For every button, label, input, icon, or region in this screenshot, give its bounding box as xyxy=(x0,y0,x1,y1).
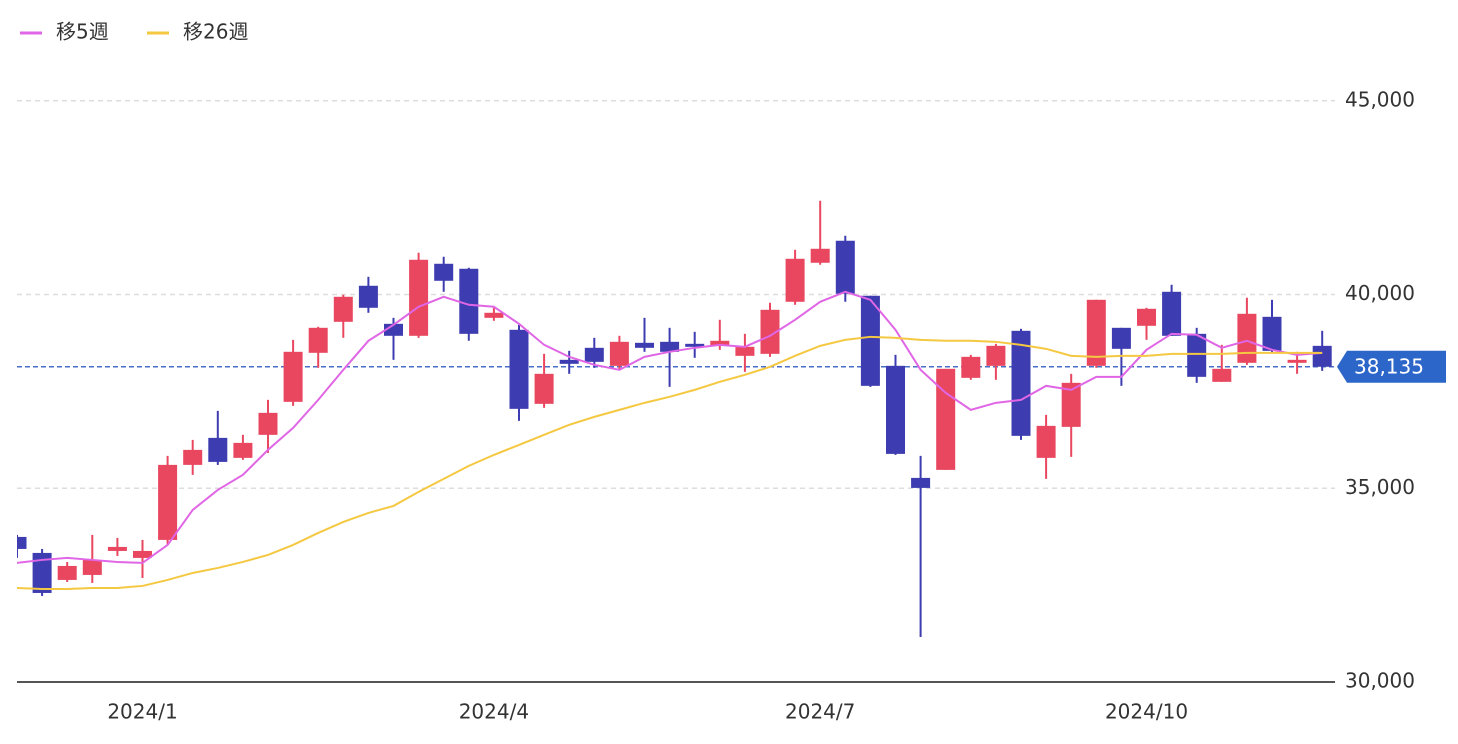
candle-body xyxy=(1212,368,1232,382)
candle-body xyxy=(17,536,27,549)
candle-body xyxy=(760,309,780,354)
candle-body xyxy=(660,341,680,352)
candle-body xyxy=(1287,359,1307,363)
candle-body xyxy=(835,240,855,294)
candle-body xyxy=(609,341,629,366)
candle-body xyxy=(459,268,479,334)
candle-body xyxy=(911,477,931,488)
candle-body xyxy=(333,296,353,322)
candle-body xyxy=(258,412,278,435)
candle-body xyxy=(860,295,880,386)
candle-body xyxy=(1036,425,1056,458)
ma-line xyxy=(17,335,1323,590)
grid xyxy=(17,100,1335,683)
y-tick-label: 30,000 xyxy=(1345,669,1415,693)
candle-body xyxy=(183,449,203,465)
candle-body xyxy=(82,559,102,575)
candle-body xyxy=(886,365,905,454)
candle-body xyxy=(233,442,253,458)
candle-body xyxy=(208,437,228,462)
candle-body xyxy=(1086,299,1106,366)
last-price-tag xyxy=(1337,350,1446,383)
candle-body xyxy=(409,259,429,336)
candle-body xyxy=(685,343,705,347)
candle-body xyxy=(584,347,604,362)
candle-body xyxy=(961,356,981,378)
candle-body xyxy=(1262,316,1282,351)
candle-body xyxy=(986,345,1006,366)
candle-body xyxy=(283,351,303,402)
plot-area xyxy=(17,200,1332,637)
candle-body xyxy=(936,368,956,470)
candle-body xyxy=(1312,345,1332,367)
candle-body xyxy=(484,312,504,318)
legend-label: 移5週 xyxy=(56,20,109,44)
candle-body xyxy=(133,550,152,558)
last-price-label: 38,135 xyxy=(1354,354,1424,378)
candle-body xyxy=(509,329,529,409)
candle-body xyxy=(1187,333,1207,377)
candle-body xyxy=(158,464,178,540)
candle-body xyxy=(1137,308,1156,326)
candle-body xyxy=(710,340,730,346)
candle-body xyxy=(32,552,52,593)
labels: 30,000 35,000 40,000 45,000 2024/1 2024/4 2024… xyxy=(20,20,1446,724)
candle-body xyxy=(810,248,830,263)
x-tick-label: 2024/10 xyxy=(1105,700,1188,724)
candle-body xyxy=(384,323,403,336)
candle-body xyxy=(1237,313,1257,363)
candle-body xyxy=(635,342,654,348)
candle-body xyxy=(107,546,127,551)
candle-body xyxy=(1111,327,1131,349)
x-tick-label: 2024/1 xyxy=(107,700,177,724)
legend-label: 移26週 xyxy=(183,20,248,44)
y-tick-label: 35,000 xyxy=(1345,475,1415,499)
x-tick-label: 2024/7 xyxy=(785,700,855,724)
candle-body xyxy=(534,373,554,404)
candle-body xyxy=(358,285,378,308)
candle-body xyxy=(1162,291,1182,336)
candle-body xyxy=(1061,382,1081,427)
candle-body xyxy=(785,258,805,302)
candle-body xyxy=(559,359,579,364)
candle-body xyxy=(1011,330,1031,436)
candle-body xyxy=(57,565,77,580)
candle-body xyxy=(434,263,454,281)
candle-body xyxy=(308,327,328,353)
ma-line xyxy=(17,290,1323,564)
y-tick-label: 45,000 xyxy=(1345,87,1415,111)
candle-body xyxy=(735,346,755,356)
x-tick-label: 2024/4 xyxy=(459,700,529,724)
y-tick-label: 40,000 xyxy=(1345,281,1415,305)
